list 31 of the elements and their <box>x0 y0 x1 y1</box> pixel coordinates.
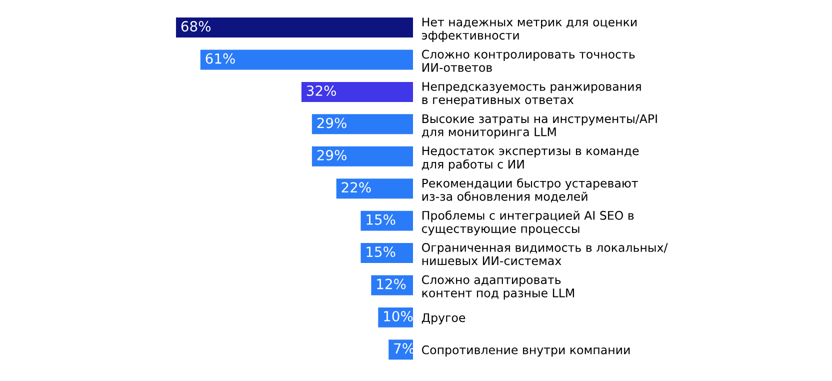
y-tick-label: Другое <box>422 313 466 324</box>
y-tick-label: Сложно адаптировать контент под разные LLM <box>422 275 574 300</box>
y-tick-label: Сопротивление внутри компании <box>422 345 630 357</box>
data-label: 15% <box>366 214 396 225</box>
bar <box>176 18 413 38</box>
data-label: 22% <box>342 182 371 193</box>
bar <box>200 50 413 70</box>
bar <box>312 114 413 134</box>
y-tick-label: Сложно контролировать точность ИИ-ответов <box>422 50 635 72</box>
bar <box>312 146 413 166</box>
data-label: 15% <box>366 246 396 258</box>
bar <box>388 340 413 360</box>
data-label: 68% <box>181 21 211 32</box>
bar <box>371 275 413 296</box>
data-label: 10% <box>384 310 413 322</box>
bar <box>336 178 413 199</box>
data-label: 29% <box>317 118 346 128</box>
data-label: 29% <box>317 150 346 160</box>
data-label: 61% <box>206 53 235 64</box>
y-tick-label: Недостаток экспертизы в команде для работы с ИИ <box>422 146 639 171</box>
y-tick-label: Ограниченная видимость в локальных/ нишевых ИИ-системах <box>422 243 668 266</box>
y-tick-label: Проблемы с интеграцией AI SEO в существующие процессы <box>422 210 634 236</box>
bar <box>360 243 413 264</box>
y-tick-label: Нет надежных метрик для оценки эффективности <box>422 18 637 42</box>
bar <box>360 210 413 231</box>
data-label: 32% <box>306 85 336 96</box>
y-tick-label: Рекомендации быстро устаревают из-за обновления моделей <box>422 178 638 202</box>
data-label: 12% <box>377 278 406 290</box>
y-tick-label: Высокие затраты на инструменты/API для мониторинга LLM <box>422 114 657 139</box>
bar <box>301 82 413 102</box>
y-tick-label: Непредсказуемость ранжирования в генеративных ответах <box>422 82 641 106</box>
